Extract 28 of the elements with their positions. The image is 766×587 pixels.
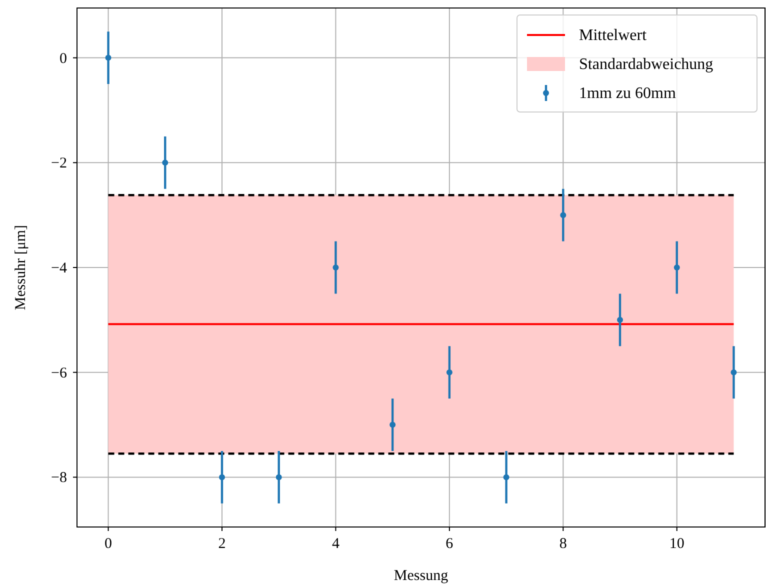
y-axis-title: Messuhr [μm] xyxy=(13,224,29,310)
y-tick-label: −4 xyxy=(51,260,68,276)
y-tick-label: −2 xyxy=(51,156,67,172)
x-axis-title: Messung xyxy=(394,568,449,584)
x-tick-label: 8 xyxy=(559,536,567,552)
y-tick-label: −6 xyxy=(51,365,68,382)
point xyxy=(218,474,225,480)
x-tick-label: 6 xyxy=(446,536,454,552)
point xyxy=(105,54,112,61)
y-tick-label: 0 xyxy=(60,50,67,67)
point xyxy=(503,474,510,480)
point xyxy=(730,369,737,376)
x-tick-label: 0 xyxy=(104,536,112,552)
x-tick-label: 2 xyxy=(218,536,226,552)
y-tick-label: −8 xyxy=(51,470,67,486)
point xyxy=(674,264,680,270)
legend-label: Standardabweichung xyxy=(579,56,714,73)
point xyxy=(276,474,282,480)
x-tick-label: 10 xyxy=(669,536,684,552)
point xyxy=(560,212,566,218)
legend-label: Mittelwert xyxy=(579,27,648,44)
point xyxy=(162,160,168,166)
legend-label: 1mm zu 60mm xyxy=(579,85,676,102)
point xyxy=(617,316,624,323)
point xyxy=(390,422,396,428)
point xyxy=(332,264,339,270)
point xyxy=(446,369,452,376)
x-tick-label: 4 xyxy=(332,536,340,552)
